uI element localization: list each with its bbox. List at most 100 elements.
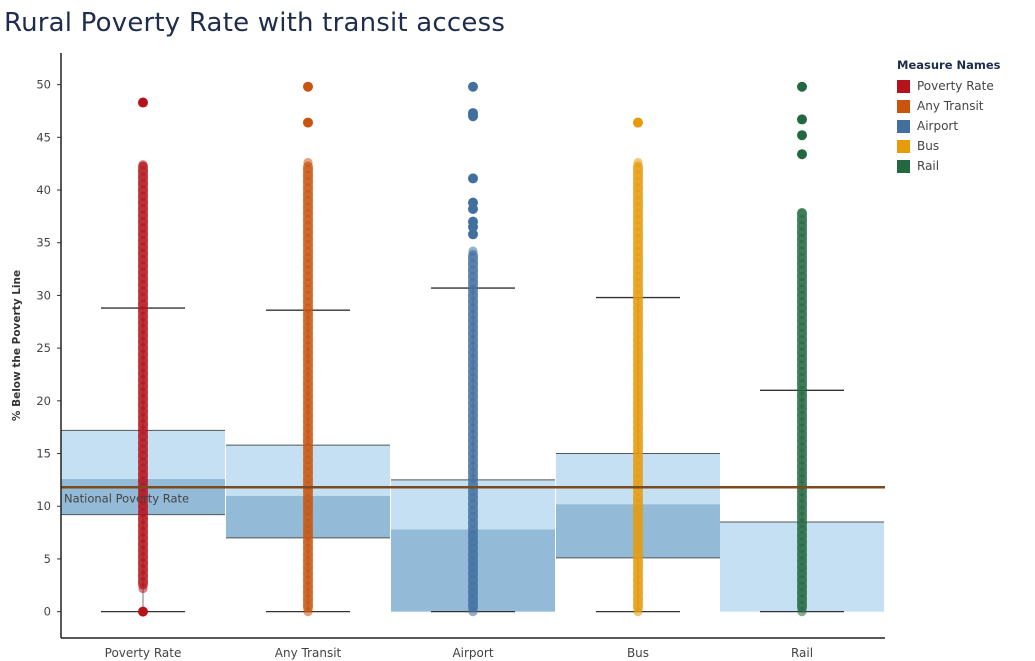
data-point (797, 303, 807, 313)
data-point (468, 594, 478, 604)
data-point (633, 607, 643, 617)
data-point (633, 505, 643, 516)
data-point (797, 360, 807, 370)
data-point (633, 373, 643, 383)
data-point (633, 328, 643, 338)
data-point (303, 448, 313, 459)
data-point (633, 581, 643, 591)
data-point (797, 417, 807, 427)
outlier-point (303, 81, 313, 92)
data-point (303, 581, 313, 591)
data-point (303, 436, 313, 446)
data-point (138, 583, 148, 594)
data-point (797, 575, 807, 585)
data-point (138, 242, 148, 252)
data-point (138, 552, 148, 562)
legend-item[interactable]: Any Transit (897, 96, 1001, 116)
data-point (797, 233, 807, 244)
data-point (303, 493, 313, 503)
y-tick-label: 25 (36, 341, 51, 355)
data-point (468, 252, 478, 263)
data-point (633, 600, 643, 610)
data-point (303, 429, 313, 440)
data-point (303, 461, 313, 471)
data-point (468, 569, 478, 579)
data-point (468, 512, 478, 522)
data-point (303, 189, 313, 199)
legend-item[interactable]: Poverty Rate (897, 76, 1001, 96)
data-point (468, 297, 478, 307)
data-point (797, 252, 807, 263)
data-point (138, 577, 148, 587)
data-point (633, 594, 643, 604)
data-point (138, 425, 148, 435)
data-point (633, 227, 643, 237)
data-point (797, 442, 807, 452)
y-tick-label: 0 (44, 605, 51, 619)
data-point (797, 588, 807, 598)
legend-swatch (897, 139, 910, 153)
reference-line-label: National Poverty Rate (64, 491, 189, 505)
legend-label: Rail (917, 159, 940, 173)
data-point (303, 467, 313, 478)
data-point (797, 309, 807, 320)
data-point (468, 429, 478, 440)
data-point (138, 261, 148, 271)
data-point (303, 246, 313, 256)
data-point (797, 600, 807, 610)
data-point (468, 271, 478, 282)
data-point (633, 284, 643, 294)
data-point (633, 556, 643, 566)
data-point (303, 214, 313, 225)
y-tick-label: 30 (36, 288, 51, 302)
y-tick-label: 15 (36, 447, 51, 461)
data-point (468, 322, 478, 332)
data-point (797, 550, 807, 560)
data-point (633, 252, 643, 263)
data-point (468, 404, 478, 414)
data-point (303, 233, 313, 244)
legend-label: Airport (917, 119, 959, 133)
data-point (468, 537, 478, 547)
data-point (303, 265, 313, 275)
data-point (633, 461, 643, 471)
data-point (468, 373, 478, 383)
legend-item[interactable]: Bus (897, 136, 1001, 156)
data-point (138, 470, 148, 480)
data-point (138, 558, 148, 568)
data-point (468, 290, 478, 301)
data-point (797, 436, 807, 446)
data-point (138, 254, 148, 265)
data-point (797, 373, 807, 383)
data-point (633, 524, 643, 535)
x-tick-label: Bus (627, 646, 649, 660)
data-point (303, 531, 313, 541)
data-point (303, 607, 313, 617)
outlier-point (468, 81, 478, 92)
data-point (797, 322, 807, 332)
legend-item[interactable]: Airport (897, 116, 1001, 136)
data-point (797, 423, 807, 433)
y-axis-label: % Below the Poverty Line (11, 270, 23, 421)
data-point (633, 202, 643, 212)
data-point (138, 217, 148, 227)
data-point (633, 170, 643, 180)
data-point (138, 299, 148, 309)
data-point (303, 240, 313, 250)
data-point (303, 392, 313, 402)
data-point (797, 518, 807, 528)
data-point (303, 208, 313, 218)
data-point (468, 607, 478, 617)
data-point (138, 172, 148, 182)
legend-swatch (897, 159, 910, 173)
data-point (138, 318, 148, 328)
data-point (468, 575, 478, 585)
data-point (138, 514, 148, 524)
data-point (138, 507, 148, 518)
data-point (797, 246, 807, 256)
data-point (303, 278, 313, 288)
legend-item[interactable]: Rail (897, 156, 1001, 176)
data-point (797, 512, 807, 522)
data-point (468, 417, 478, 427)
data-point (633, 379, 643, 389)
